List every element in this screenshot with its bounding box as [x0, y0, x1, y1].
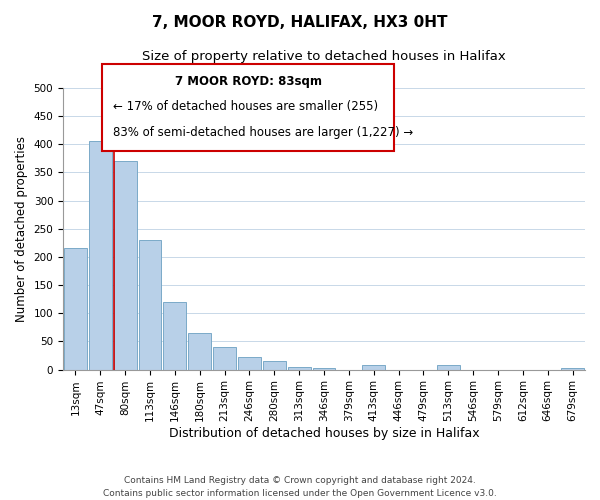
Bar — [238, 357, 261, 370]
Bar — [64, 248, 87, 370]
Text: 7, MOOR ROYD, HALIFAX, HX3 0HT: 7, MOOR ROYD, HALIFAX, HX3 0HT — [152, 15, 448, 30]
Bar — [139, 240, 161, 370]
Bar — [114, 161, 137, 370]
FancyBboxPatch shape — [102, 64, 394, 151]
Bar — [362, 365, 385, 370]
Bar — [163, 302, 187, 370]
Text: 7 MOOR ROYD: 83sqm: 7 MOOR ROYD: 83sqm — [175, 75, 322, 88]
Y-axis label: Number of detached properties: Number of detached properties — [15, 136, 28, 322]
Text: 83% of semi-detached houses are larger (1,227) →: 83% of semi-detached houses are larger (… — [113, 126, 413, 139]
Text: ← 17% of detached houses are smaller (255): ← 17% of detached houses are smaller (25… — [113, 100, 378, 114]
Bar — [288, 367, 311, 370]
Bar — [313, 368, 335, 370]
Title: Size of property relative to detached houses in Halifax: Size of property relative to detached ho… — [142, 50, 506, 63]
Bar — [89, 142, 112, 370]
Bar — [561, 368, 584, 370]
Bar — [188, 333, 211, 370]
Bar — [437, 365, 460, 370]
Bar — [213, 347, 236, 370]
Bar — [263, 361, 286, 370]
X-axis label: Distribution of detached houses by size in Halifax: Distribution of detached houses by size … — [169, 427, 479, 440]
Text: Contains HM Land Registry data © Crown copyright and database right 2024.
Contai: Contains HM Land Registry data © Crown c… — [103, 476, 497, 498]
